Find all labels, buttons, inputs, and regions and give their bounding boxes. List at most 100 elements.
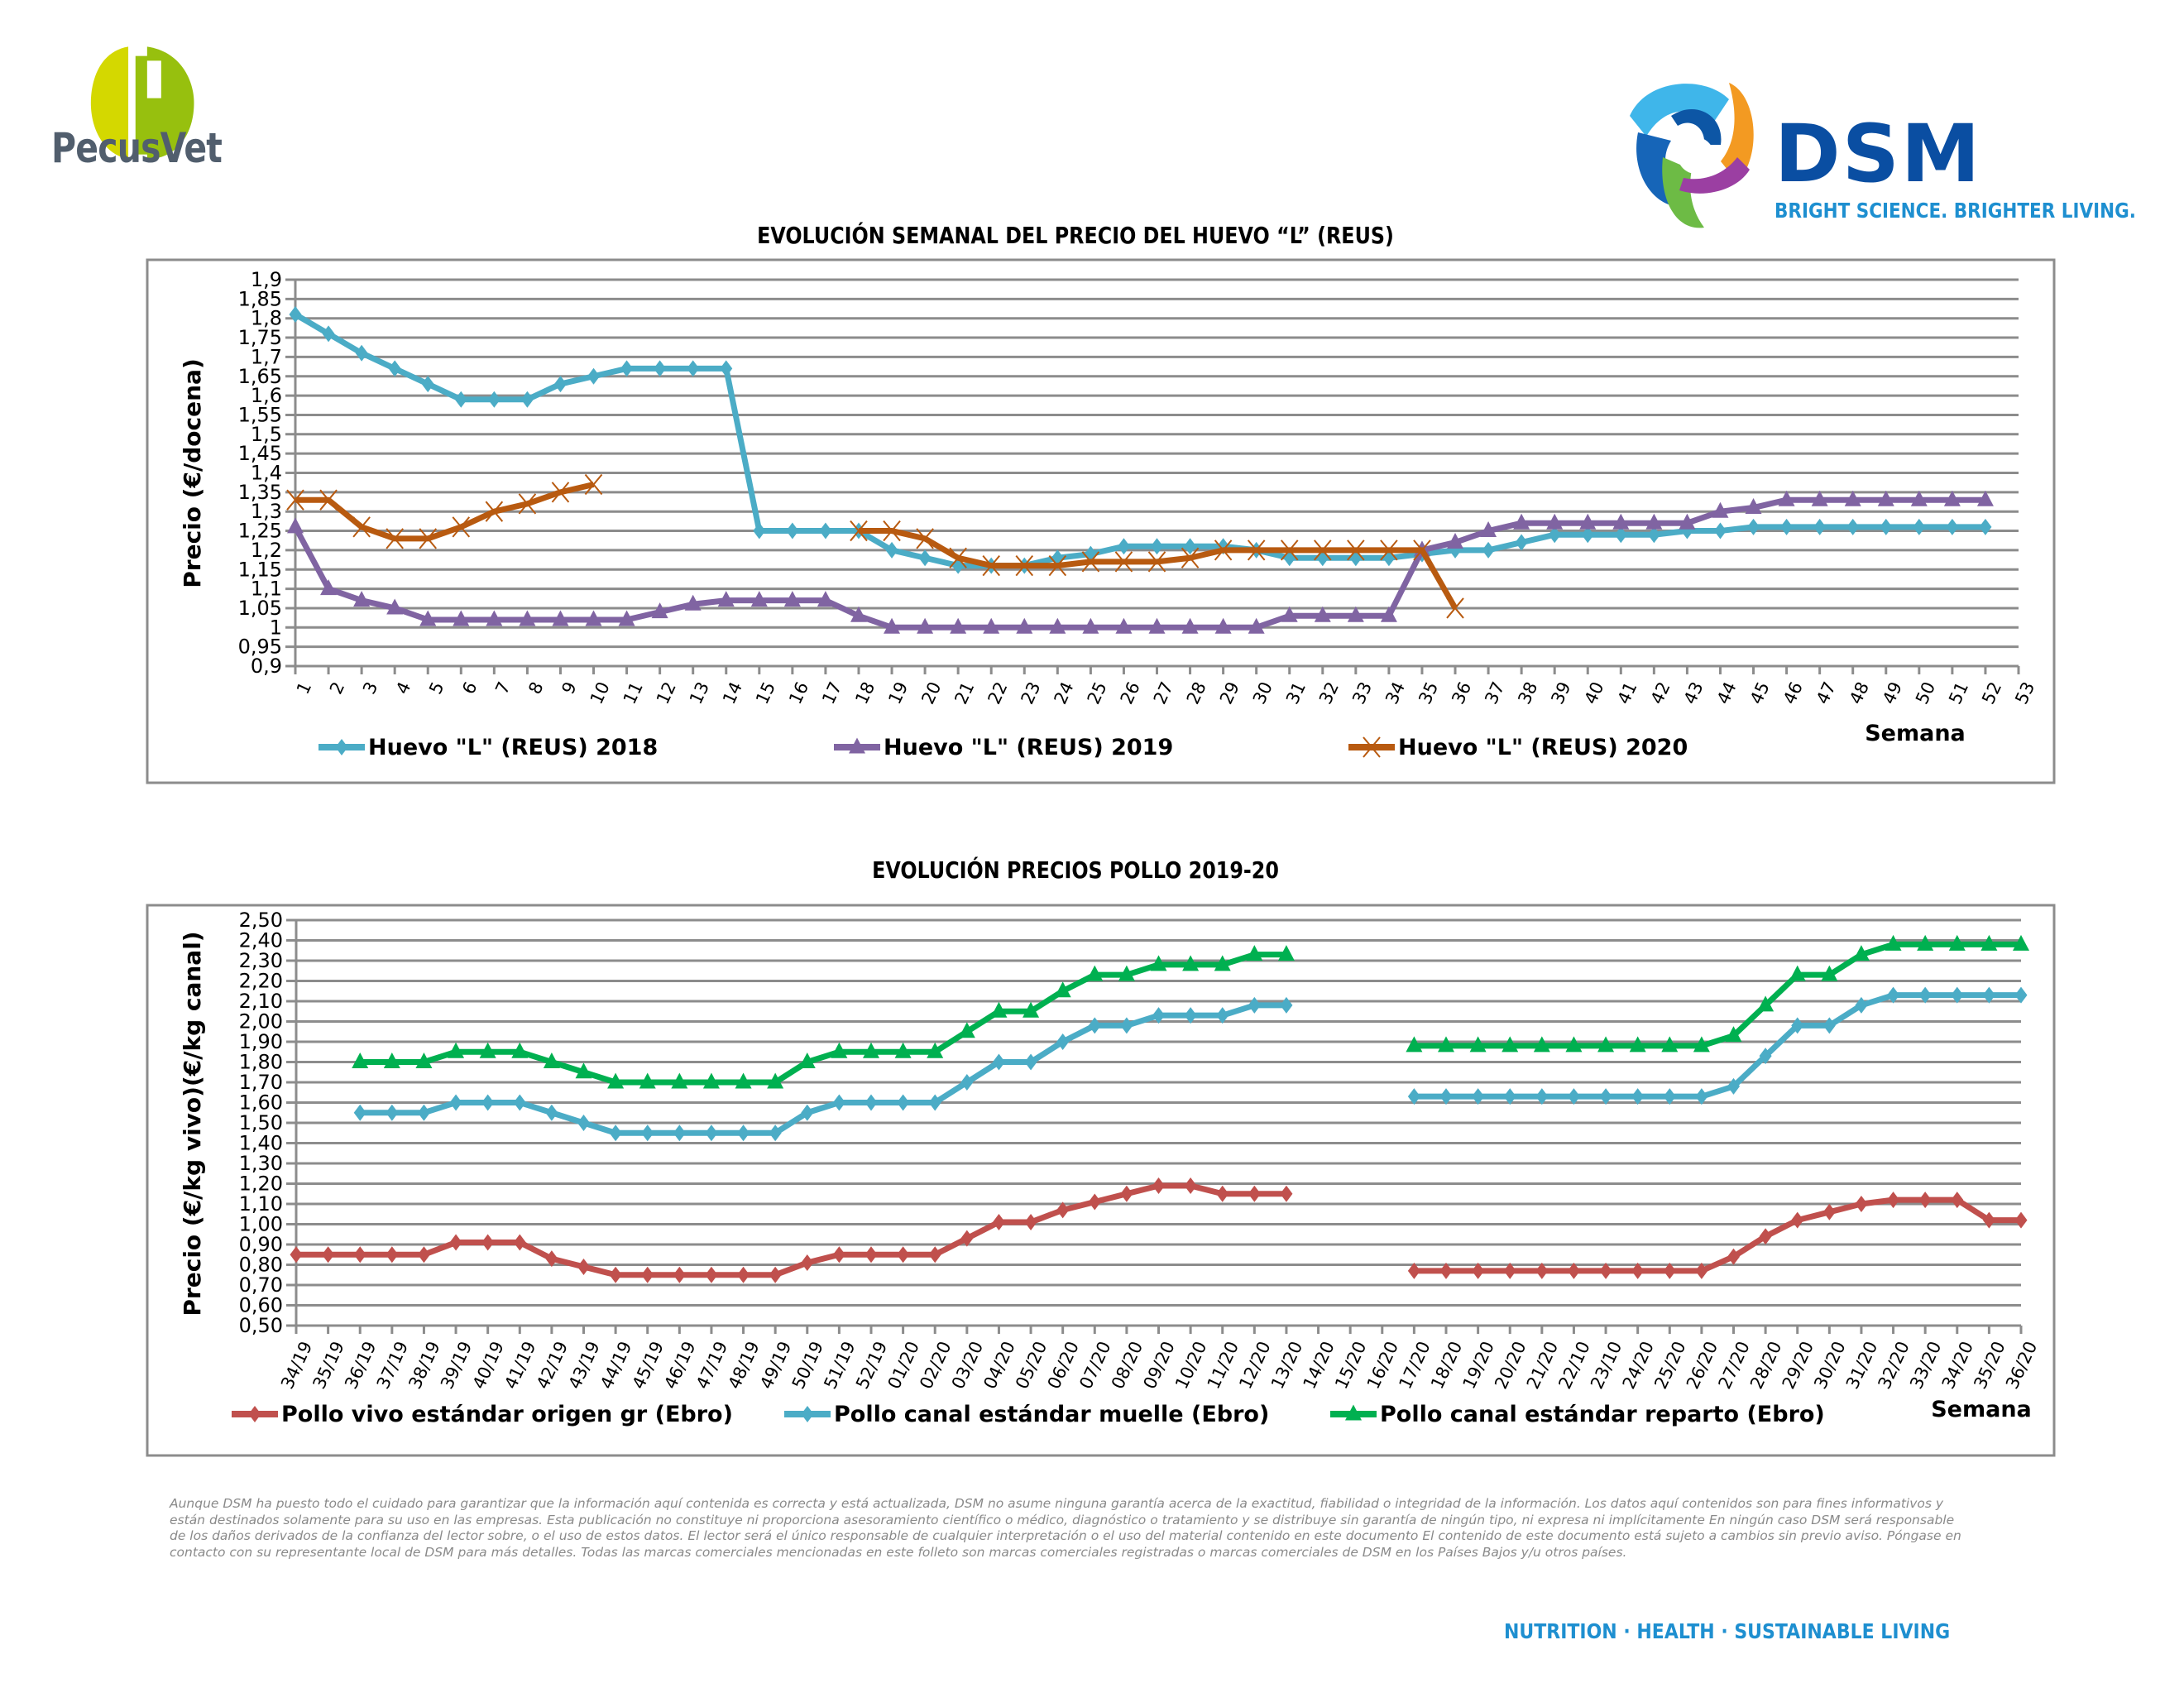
data-point bbox=[1248, 1185, 1261, 1202]
y-tick-label: 1,50 bbox=[239, 1111, 283, 1134]
chart-frame-huevo bbox=[146, 258, 2056, 784]
data-point bbox=[452, 516, 471, 538]
data-point bbox=[1184, 1177, 1197, 1194]
legend-label: Huevo "L" (REUS) 2020 bbox=[1398, 735, 1688, 760]
data-point bbox=[1695, 1262, 1708, 1279]
data-point bbox=[1513, 513, 1530, 530]
data-point bbox=[1811, 490, 1828, 506]
y-tick-label: 1,30 bbox=[239, 1152, 283, 1175]
data-point bbox=[992, 1214, 1005, 1231]
data-point bbox=[1216, 1007, 1229, 1024]
data-point bbox=[1695, 1088, 1708, 1105]
data-point bbox=[1438, 1036, 1454, 1053]
data-point bbox=[415, 1053, 433, 1068]
data-point bbox=[1347, 606, 1364, 622]
x-axis-title: Semana bbox=[1931, 1397, 2032, 1422]
series-line bbox=[295, 482, 595, 542]
data-point bbox=[417, 1104, 430, 1121]
data-point bbox=[520, 391, 534, 408]
y-tick-label: 0,60 bbox=[239, 1294, 283, 1317]
y-tick-label: 2,50 bbox=[239, 909, 283, 932]
y-tick-label: 1,3 bbox=[251, 500, 282, 523]
data-point bbox=[1614, 526, 1627, 544]
y-tick-label: 0,95 bbox=[238, 635, 282, 659]
data-point bbox=[1151, 538, 1163, 555]
data-point bbox=[705, 1266, 718, 1283]
data-point bbox=[1791, 1017, 1804, 1034]
data-point bbox=[1380, 606, 1397, 622]
y-axis-title: Precio (€/docena) bbox=[179, 358, 206, 588]
data-point bbox=[1015, 554, 1034, 577]
data-point bbox=[1347, 539, 1365, 561]
y-tick-label: 0,9 bbox=[251, 655, 282, 678]
data-point bbox=[2014, 1211, 2028, 1229]
y-tick-label: 2,10 bbox=[239, 990, 283, 1013]
data-point bbox=[639, 1072, 656, 1089]
data-point bbox=[1565, 1036, 1583, 1053]
data-point bbox=[1880, 518, 1893, 535]
data-point bbox=[287, 517, 304, 534]
data-point bbox=[1024, 1053, 1037, 1071]
data-point bbox=[1446, 597, 1464, 619]
y-tick-label: 1,65 bbox=[238, 365, 282, 388]
data-point bbox=[481, 1094, 495, 1111]
data-point bbox=[884, 617, 901, 634]
data-point bbox=[1918, 1192, 1932, 1209]
data-point bbox=[702, 1072, 720, 1089]
y-tick-label: 1,70 bbox=[239, 1071, 283, 1094]
data-point bbox=[720, 360, 733, 377]
data-point bbox=[832, 1094, 845, 1111]
y-tick-label: 2,40 bbox=[239, 929, 283, 952]
data-point bbox=[353, 591, 371, 607]
data-point bbox=[1502, 1036, 1519, 1053]
x-tick-label: 27 bbox=[1150, 679, 1177, 707]
data-point bbox=[609, 1125, 622, 1142]
data-point bbox=[992, 1053, 1005, 1071]
data-point bbox=[1407, 1262, 1420, 1279]
data-point bbox=[1120, 1185, 1133, 1202]
data-point bbox=[1747, 518, 1760, 535]
data-point bbox=[1910, 490, 1928, 506]
data-point bbox=[1629, 1036, 1646, 1053]
data-point bbox=[1757, 995, 1774, 1012]
y-axis-title: Precio (€/kg vivo)(€/kg canal) bbox=[179, 931, 206, 1316]
data-point bbox=[1533, 1036, 1550, 1053]
series-line bbox=[360, 952, 1286, 1086]
x-tick-label: 48 bbox=[1846, 679, 1873, 707]
x-axis-title: Semana bbox=[1865, 721, 1966, 746]
data-point bbox=[322, 325, 335, 343]
data-point bbox=[883, 520, 901, 542]
data-point bbox=[832, 1246, 845, 1264]
data-point bbox=[1056, 1033, 1070, 1050]
data-point bbox=[1951, 1192, 1964, 1209]
data-point bbox=[584, 473, 603, 496]
data-point bbox=[1661, 1036, 1679, 1053]
data-point bbox=[864, 1094, 878, 1111]
data-point bbox=[1148, 617, 1166, 634]
x-tick-label: 41 bbox=[1614, 679, 1641, 707]
x-tick-label: 34 bbox=[1382, 679, 1409, 707]
data-point bbox=[1023, 1001, 1040, 1018]
data-point bbox=[449, 1234, 462, 1251]
x-tick-label: 28 bbox=[1183, 679, 1210, 707]
x-tick-label: 35 bbox=[1415, 679, 1442, 707]
chart-frame-pollo bbox=[146, 904, 2056, 1457]
x-tick-label: 24 bbox=[1051, 679, 1078, 707]
data-point bbox=[1447, 533, 1464, 549]
data-point bbox=[417, 1246, 430, 1264]
data-point bbox=[1567, 1262, 1580, 1279]
y-tick-label: 1,45 bbox=[238, 442, 282, 465]
data-point bbox=[960, 1230, 974, 1247]
data-point bbox=[1184, 1007, 1197, 1024]
y-tick-label: 2,00 bbox=[239, 1010, 283, 1033]
x-tick-label: 52 bbox=[1978, 679, 2005, 707]
x-tick-label: 11 bbox=[620, 679, 647, 707]
data-point bbox=[1645, 513, 1663, 530]
data-point bbox=[1314, 606, 1331, 622]
data-point bbox=[609, 1266, 622, 1283]
y-tick-label: 1,05 bbox=[238, 597, 282, 620]
y-tick-label: 1,20 bbox=[239, 1172, 283, 1196]
data-point bbox=[552, 610, 569, 626]
data-point bbox=[1024, 1214, 1037, 1231]
data-point bbox=[917, 617, 934, 634]
